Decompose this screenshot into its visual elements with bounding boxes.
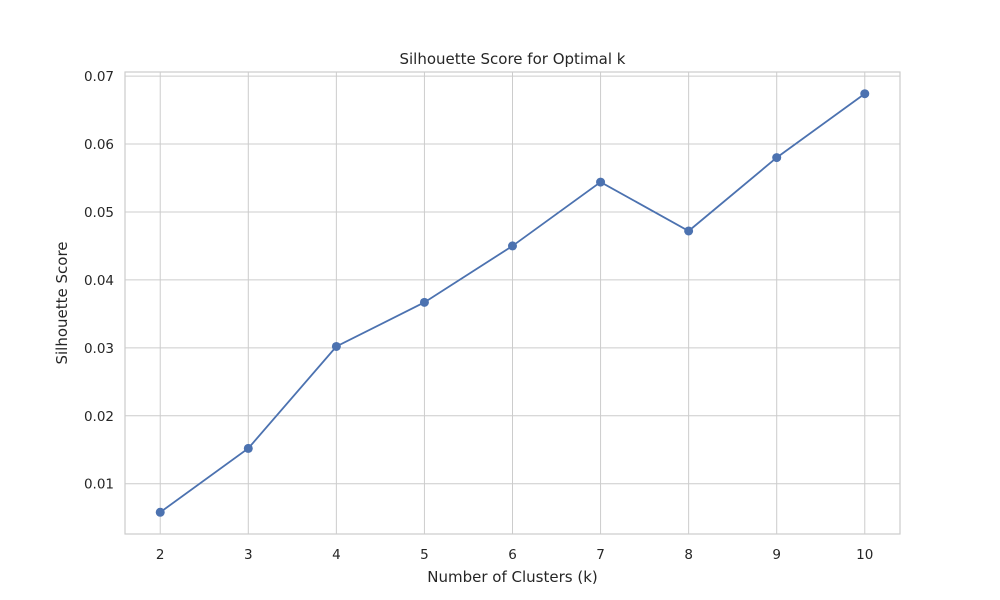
x-tick-label: 6 — [508, 547, 517, 563]
y-tick-label: 0.05 — [84, 205, 114, 221]
data-point — [331, 341, 341, 351]
series — [155, 89, 870, 517]
x-tick-label: 4 — [332, 547, 341, 563]
y-tick-label: 0.07 — [84, 69, 114, 85]
data-point — [419, 297, 429, 307]
x-tick-label: 7 — [596, 547, 605, 563]
x-tick-label: 3 — [244, 547, 253, 563]
chart-title: Silhouette Score for Optimal k — [399, 50, 625, 68]
y-tick-label: 0.03 — [84, 341, 114, 357]
x-axis-label: Number of Clusters (k) — [427, 568, 597, 586]
y-tick-label: 0.01 — [84, 477, 114, 493]
data-point — [155, 507, 165, 517]
y-axis-label: Silhouette Score — [53, 241, 71, 364]
x-tick-label: 5 — [420, 547, 429, 563]
data-point — [596, 177, 606, 187]
y-tick-label: 0.02 — [84, 409, 114, 425]
y-tick-label: 0.04 — [84, 273, 114, 289]
data-point — [772, 153, 782, 163]
x-tick-labels: 2 3 4 5 6 7 8 9 10 — [156, 547, 873, 563]
y-tick-label: 0.06 — [84, 137, 114, 153]
data-point — [684, 226, 694, 236]
grid — [125, 72, 900, 534]
x-tick-label: 2 — [156, 547, 165, 563]
data-point — [508, 241, 517, 251]
data-point — [860, 89, 870, 99]
plot-frame — [124, 71, 901, 535]
y-tick-labels: 0.01 0.02 0.03 0.04 0.05 0.06 0.07 — [84, 69, 114, 493]
x-tick-label: 10 — [856, 547, 873, 563]
x-tick-label: 9 — [772, 547, 781, 563]
data-point — [243, 443, 253, 453]
x-tick-label: 8 — [684, 547, 693, 563]
